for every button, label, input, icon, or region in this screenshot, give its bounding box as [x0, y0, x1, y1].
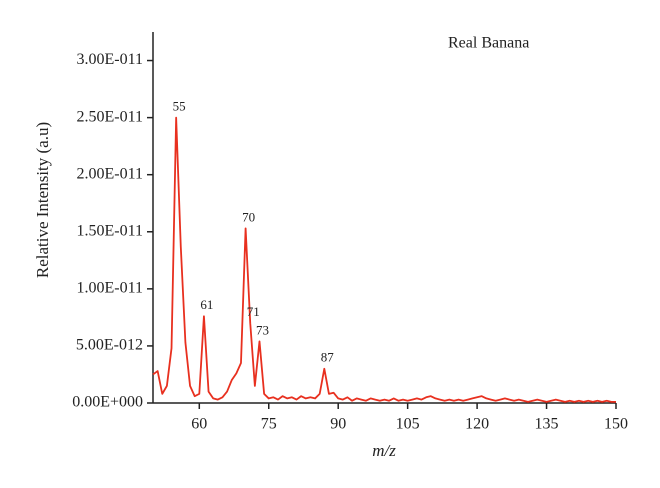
y-tick-label: 2.00E-011	[76, 165, 143, 182]
x-tick-label: 120	[465, 416, 489, 433]
y-tick-label: 3.00E-011	[76, 51, 143, 68]
spectrum-line	[152, 116, 616, 403]
peak-label: 55	[173, 99, 186, 114]
peak-label: 70	[242, 209, 255, 224]
y-tick-label: 0.00E+000	[72, 394, 143, 411]
x-tick-label: 135	[535, 416, 559, 433]
peak-label: 71	[247, 304, 260, 319]
peak-label: 61	[200, 297, 213, 312]
y-tick-label: 5.00E-012	[76, 337, 143, 354]
y-axis-label: Relative Intensity (a.u)	[33, 122, 52, 278]
x-tick-label: 60	[191, 416, 207, 433]
x-tick-label: 150	[604, 416, 628, 433]
y-tick-label: 1.50E-011	[76, 222, 143, 239]
peak-label: 73	[256, 322, 269, 337]
x-tick-label: 75	[261, 416, 277, 433]
y-tick-label: 1.00E-011	[76, 280, 143, 297]
x-tick-label: 90	[330, 416, 346, 433]
peak-label: 87	[321, 350, 335, 365]
y-tick-label: 2.50E-011	[76, 108, 143, 125]
x-tick-label: 105	[396, 416, 420, 433]
x-axis-label: m/z	[372, 441, 396, 460]
legend-label: Real Banana	[448, 35, 529, 52]
